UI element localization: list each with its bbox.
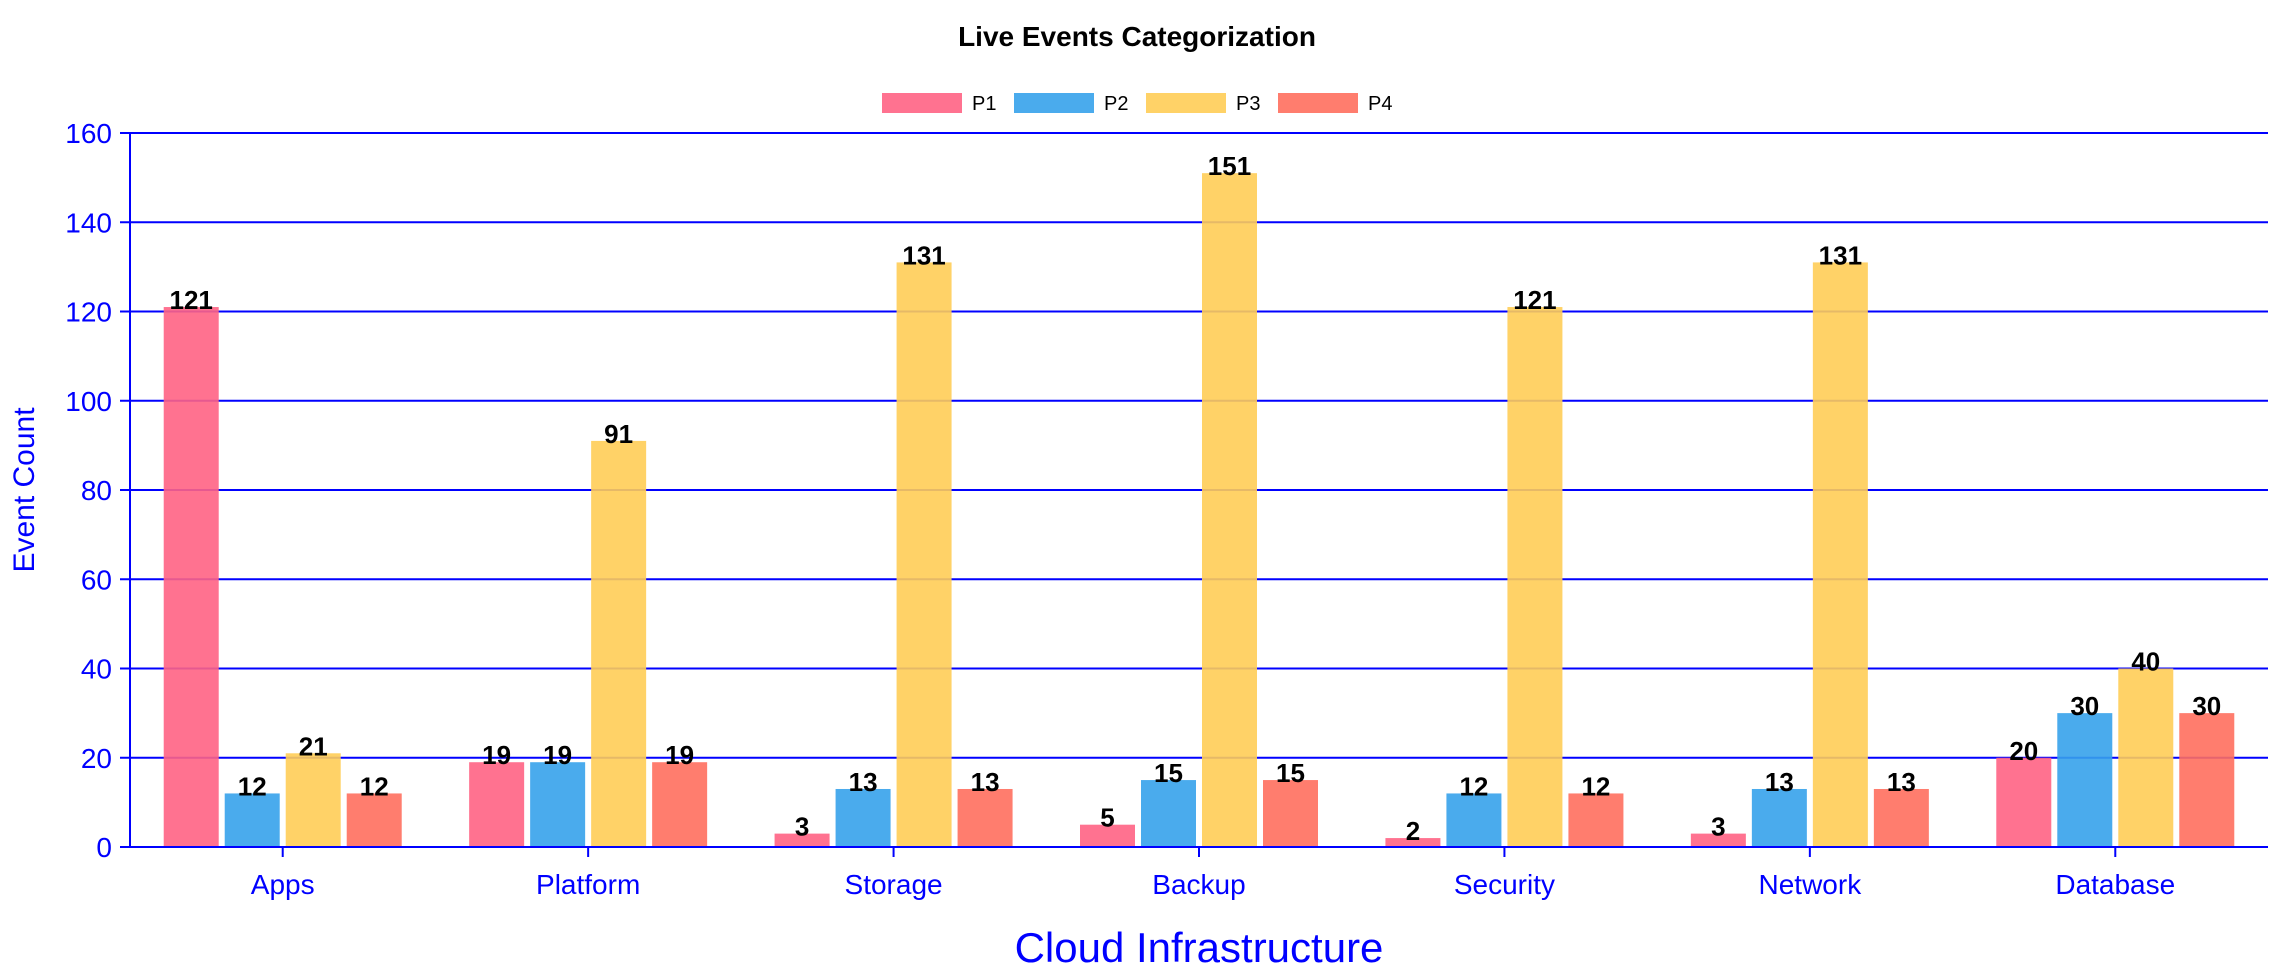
- bar-p3-database: [2118, 668, 2174, 847]
- bars: [163, 173, 2235, 848]
- data-label: 121: [170, 285, 213, 315]
- bar-p2-backup: [1141, 780, 1196, 847]
- bar-p4-network: [1873, 788, 1929, 847]
- data-label: 15: [1154, 758, 1183, 788]
- bar-p2-security: [1446, 793, 1502, 847]
- legend-swatch-p1: [882, 93, 962, 113]
- x-tick-label: Storage: [845, 869, 943, 900]
- bar-p2-platform: [530, 762, 586, 847]
- data-label: 131: [902, 240, 945, 270]
- y-tick-label: 120: [65, 297, 112, 328]
- bar-p1-apps: [163, 307, 219, 848]
- legend-swatch-p3: [1146, 93, 1226, 113]
- data-label: 151: [1208, 151, 1251, 181]
- data-label: 5: [1100, 803, 1114, 833]
- bar-p1-database: [1996, 757, 2052, 847]
- y-tick-label: 0: [96, 832, 112, 863]
- bar-p3-backup: [1202, 173, 1257, 848]
- data-label: 13: [849, 767, 878, 797]
- legend-swatch-p2: [1014, 93, 1094, 113]
- bar-p4-storage: [957, 788, 1013, 847]
- x-axis-ticks: Apps Platform Storage Backup Security Network…: [251, 847, 2175, 900]
- data-label: 19: [543, 740, 572, 770]
- data-label: 12: [360, 771, 389, 801]
- legend-swatch-p4: [1278, 93, 1358, 113]
- bar-p4-platform: [652, 762, 708, 847]
- gridlines: [130, 132, 2268, 759]
- bar-p4-database: [2179, 713, 2235, 847]
- legend-label: P3: [1236, 93, 1260, 115]
- legend-label: P2: [1104, 93, 1128, 115]
- bar-p1-backup: [1080, 824, 1135, 847]
- bar-p3-security: [1507, 307, 1563, 848]
- data-label: 19: [482, 740, 511, 770]
- data-labels: 121 12 21 12 19 19 91 19 3 13 131 13 5 15 151 15 2 12 121 1…: [170, 151, 2222, 846]
- bar-p3-apps: [285, 753, 341, 847]
- x-axis-title: Cloud Infrastructure: [1015, 924, 1384, 971]
- x-tick-label: Network: [1759, 869, 1863, 900]
- data-label: 12: [1459, 771, 1488, 801]
- data-label: 19: [665, 740, 694, 770]
- data-label: 13: [1887, 767, 1916, 797]
- bar-p3-platform: [591, 440, 647, 847]
- data-label: 13: [971, 767, 1000, 797]
- x-tick-label: Security: [1454, 869, 1555, 900]
- bar-p3-storage: [896, 262, 952, 848]
- data-label: 3: [795, 812, 809, 842]
- y-tick-label: 40: [81, 654, 112, 685]
- x-tick-label: Database: [2055, 869, 2175, 900]
- data-label: 121: [1513, 285, 1556, 315]
- x-tick-label: Platform: [536, 869, 640, 900]
- bar-p1-storage: [774, 833, 830, 847]
- data-label: 131: [1819, 240, 1862, 270]
- data-label: 3: [1711, 812, 1725, 842]
- y-tick-label: 20: [81, 743, 112, 774]
- data-label: 30: [2070, 691, 2099, 721]
- y-tick-label: 100: [65, 386, 112, 417]
- y-tick-label: 160: [65, 118, 112, 149]
- y-tick-label: 80: [81, 475, 112, 506]
- data-label: 40: [2131, 647, 2160, 677]
- data-label: 15: [1276, 758, 1305, 788]
- data-label: 21: [299, 731, 328, 761]
- legend-label: P4: [1368, 93, 1392, 115]
- data-label: 2: [1406, 816, 1420, 846]
- bar-p2-storage: [835, 788, 891, 847]
- data-label: 12: [1581, 771, 1610, 801]
- bar-p1-platform: [469, 762, 525, 847]
- bar-p3-network: [1812, 262, 1868, 848]
- x-tick-label: Backup: [1152, 869, 1245, 900]
- legend-label: P1: [972, 93, 996, 115]
- bar-p4-backup: [1263, 780, 1318, 847]
- y-axis-title: Event Count: [8, 407, 41, 573]
- bar-p1-security: [1385, 838, 1441, 847]
- y-tick-label: 140: [65, 207, 112, 238]
- bar-p1-network: [1690, 833, 1746, 847]
- bar-p4-apps: [346, 793, 402, 847]
- bar-p2-database: [2057, 713, 2113, 847]
- data-label: 12: [238, 771, 267, 801]
- data-label: 30: [2192, 691, 2221, 721]
- bar-p2-apps: [224, 793, 280, 847]
- bar-p4-security: [1568, 793, 1624, 847]
- y-axis-ticks: 0 20 40 60 80 100 120 140 160: [65, 118, 130, 863]
- bar-p2-network: [1751, 788, 1807, 847]
- data-label: 91: [604, 419, 633, 449]
- y-tick-label: 60: [81, 564, 112, 595]
- chart-title: Live Events Categorization: [958, 21, 1316, 52]
- data-label: 20: [2009, 736, 2038, 766]
- data-label: 13: [1765, 767, 1794, 797]
- legend: P1 P2 P3 P4: [882, 93, 1392, 115]
- x-tick-label: Apps: [251, 869, 315, 900]
